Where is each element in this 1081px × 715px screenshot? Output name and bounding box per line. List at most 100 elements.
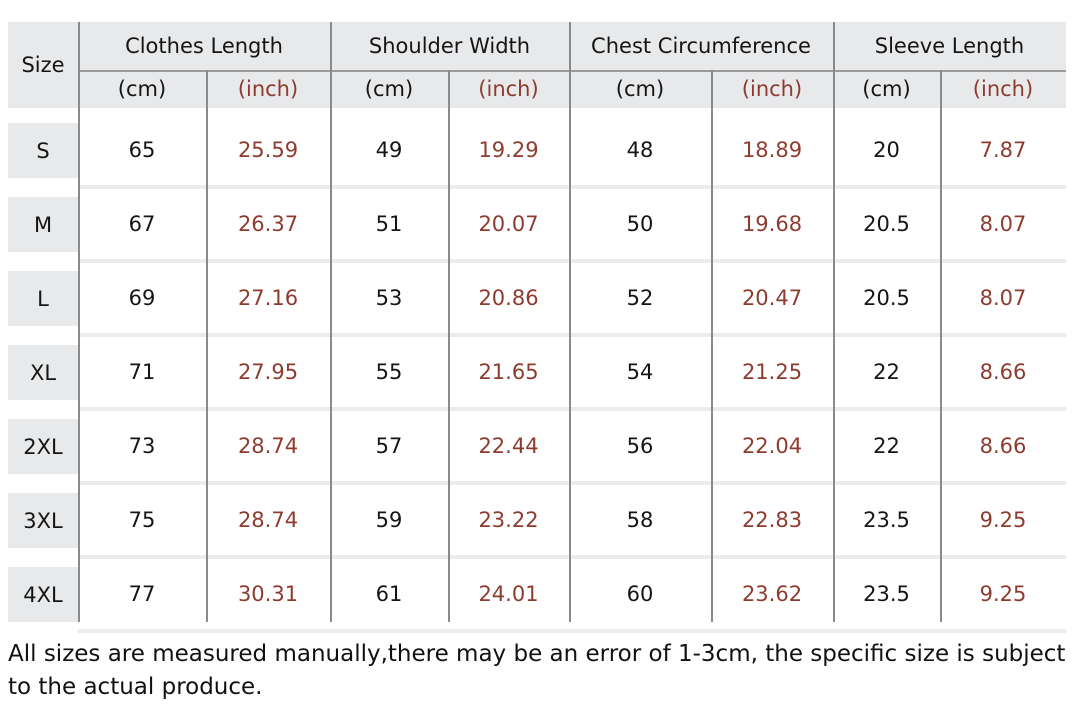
measurement-note: All sizes are measured manually,there ma… [8, 641, 1066, 700]
row-separator [78, 333, 1066, 337]
column-divider [78, 22, 80, 622]
clothes-length-inch-cell: 27.95 [237, 360, 299, 384]
shoulder-width-inch-cell: 21.65 [478, 360, 539, 384]
table-header: Size Clothes Length (cm) (inch) Shoulder Wi… [8, 22, 1066, 108]
sleeve-length-cm-cell: 22 [873, 360, 900, 384]
size-cell: XL [8, 345, 78, 400]
shoulder-width-cm-cell: 51 [375, 212, 403, 236]
shoulder-width-inch-cell: 20.86 [478, 286, 539, 310]
clothes-length-cm-cell: 69 [128, 286, 156, 310]
clothes-length-cm-header: (cm) [117, 77, 167, 101]
sleeve-length-inch-cell: 8.66 [979, 434, 1027, 458]
sleeve-length-cm-cell: 22 [873, 434, 900, 458]
shoulder-width-cm-cell: 55 [375, 360, 403, 384]
clothes-length-inch-cell: 26.37 [237, 212, 299, 236]
shoulder-width-header: Shoulder Width [368, 34, 531, 58]
clothes-length-cm-cell: 67 [128, 212, 156, 236]
clothes-length-cm-cell: 73 [128, 434, 156, 458]
chest-circumference-inch-cell: 20.47 [741, 286, 803, 310]
clothes-length-cm-cell: 75 [128, 508, 156, 532]
clothes-length-cm-cell: 77 [128, 582, 156, 606]
clothes-length-inch-cell: 28.74 [237, 508, 299, 532]
shoulder-width-cm-header: (cm) [364, 77, 414, 101]
header-divider [569, 70, 833, 72]
table-row: M 67 26.37 51 20.07 50 19.68 20.5 8.07 [8, 189, 1066, 263]
column-divider [448, 70, 450, 622]
table-row: S 65 25.59 49 19.29 48 18.89 20 7.87 [8, 115, 1066, 189]
sleeve-length-inch-cell: 9.25 [979, 582, 1027, 606]
clothes-length-inch-cell: 25.59 [237, 138, 299, 162]
header-divider [833, 70, 1066, 72]
clothes-length-inch-cell: 28.74 [237, 434, 299, 458]
shoulder-width-cm-cell: 61 [375, 582, 403, 606]
shoulder-width-inch-cell: 20.07 [478, 212, 539, 236]
row-separator [78, 259, 1066, 263]
chest-circumference-cm-cell: 56 [626, 434, 654, 458]
column-divider [711, 70, 713, 622]
column-divider [940, 70, 942, 622]
clothes-length-inch-cell: 30.31 [237, 582, 299, 606]
shoulder-width-cm-cell: 53 [375, 286, 403, 310]
chest-circumference-inch-cell: 22.83 [741, 508, 803, 532]
shoulder-width-inch-cell: 23.22 [478, 508, 539, 532]
row-separator [78, 555, 1066, 559]
clothes-length-cm-cell: 71 [128, 360, 156, 384]
chest-circumference-cm-header: (cm) [615, 77, 665, 101]
row-separator [78, 185, 1066, 189]
chest-circumference-cm-cell: 50 [626, 212, 654, 236]
sleeve-length-cm-cell: 20.5 [863, 286, 910, 310]
sleeve-length-inch-cell: 8.07 [979, 212, 1027, 236]
clothes-length-header: Clothes Length [125, 34, 283, 58]
sleeve-length-cm-cell: 23.5 [863, 508, 910, 532]
sleeve-length-inch-cell: 8.07 [979, 286, 1027, 310]
shoulder-width-inch-cell: 19.29 [478, 138, 539, 162]
chest-circumference-inch-cell: 21.25 [741, 360, 803, 384]
row-separator [78, 481, 1066, 485]
chest-circumference-cm-cell: 58 [626, 508, 654, 532]
chest-circumference-cm-cell: 54 [626, 360, 654, 384]
sleeve-length-cm-header: (cm) [862, 77, 911, 101]
shoulder-width-inch-header: (inch) [478, 77, 539, 101]
clothes-length-inch-cell: 27.16 [237, 286, 299, 310]
sleeve-length-header: Sleeve Length [874, 34, 1025, 58]
chest-circumference-inch-header: (inch) [741, 77, 803, 101]
table-row: L 69 27.16 53 20.86 52 20.47 20.5 8.07 [8, 263, 1066, 337]
row-separator [78, 407, 1066, 411]
sleeve-length-cm-cell: 20.5 [863, 212, 910, 236]
chest-circumference-inch-cell: 23.62 [741, 582, 803, 606]
clothes-length-cm-cell: 65 [128, 138, 156, 162]
size-header: Size [21, 53, 65, 77]
shoulder-width-inch-cell: 24.01 [478, 582, 539, 606]
chest-circumference-inch-cell: 19.68 [741, 212, 803, 236]
column-divider [330, 22, 332, 622]
chest-circumference-cm-cell: 48 [626, 138, 654, 162]
table-row: XL 71 27.95 55 21.65 54 21.25 22 8.66 [8, 337, 1066, 411]
size-cell: S [8, 123, 78, 178]
size-cell: 2XL [8, 419, 78, 474]
sleeve-length-cm-cell: 23.5 [863, 582, 910, 606]
column-divider [569, 22, 571, 622]
shoulder-width-cm-cell: 49 [375, 138, 403, 162]
chest-circumference-inch-cell: 22.04 [741, 434, 803, 458]
chest-circumference-header: Chest Circumference [591, 34, 811, 58]
shoulder-width-cm-cell: 59 [375, 508, 403, 532]
header-divider [78, 70, 330, 72]
shoulder-width-cm-cell: 57 [375, 434, 403, 458]
size-cell: M [8, 197, 78, 252]
sleeve-length-inch-cell: 7.87 [979, 138, 1027, 162]
chest-circumference-cm-cell: 60 [626, 582, 654, 606]
shoulder-width-inch-cell: 22.44 [478, 434, 539, 458]
column-divider [833, 22, 835, 622]
table-row: 4XL 77 30.31 61 24.01 60 23.62 23.5 9.25 [8, 559, 1066, 633]
table-row: 3XL 75 28.74 59 23.22 58 22.83 23.5 9.25 [8, 485, 1066, 559]
size-cell: 3XL [8, 493, 78, 548]
size-cell: 4XL [8, 567, 78, 622]
row-separator [78, 629, 1066, 633]
column-divider [206, 70, 208, 622]
clothes-length-inch-header: (inch) [237, 77, 299, 101]
chest-circumference-cm-cell: 52 [626, 286, 654, 310]
sleeve-length-inch-header: (inch) [972, 77, 1034, 101]
header-divider [330, 70, 569, 72]
sleeve-length-inch-cell: 8.66 [979, 360, 1027, 384]
chest-circumference-inch-cell: 18.89 [741, 138, 803, 162]
